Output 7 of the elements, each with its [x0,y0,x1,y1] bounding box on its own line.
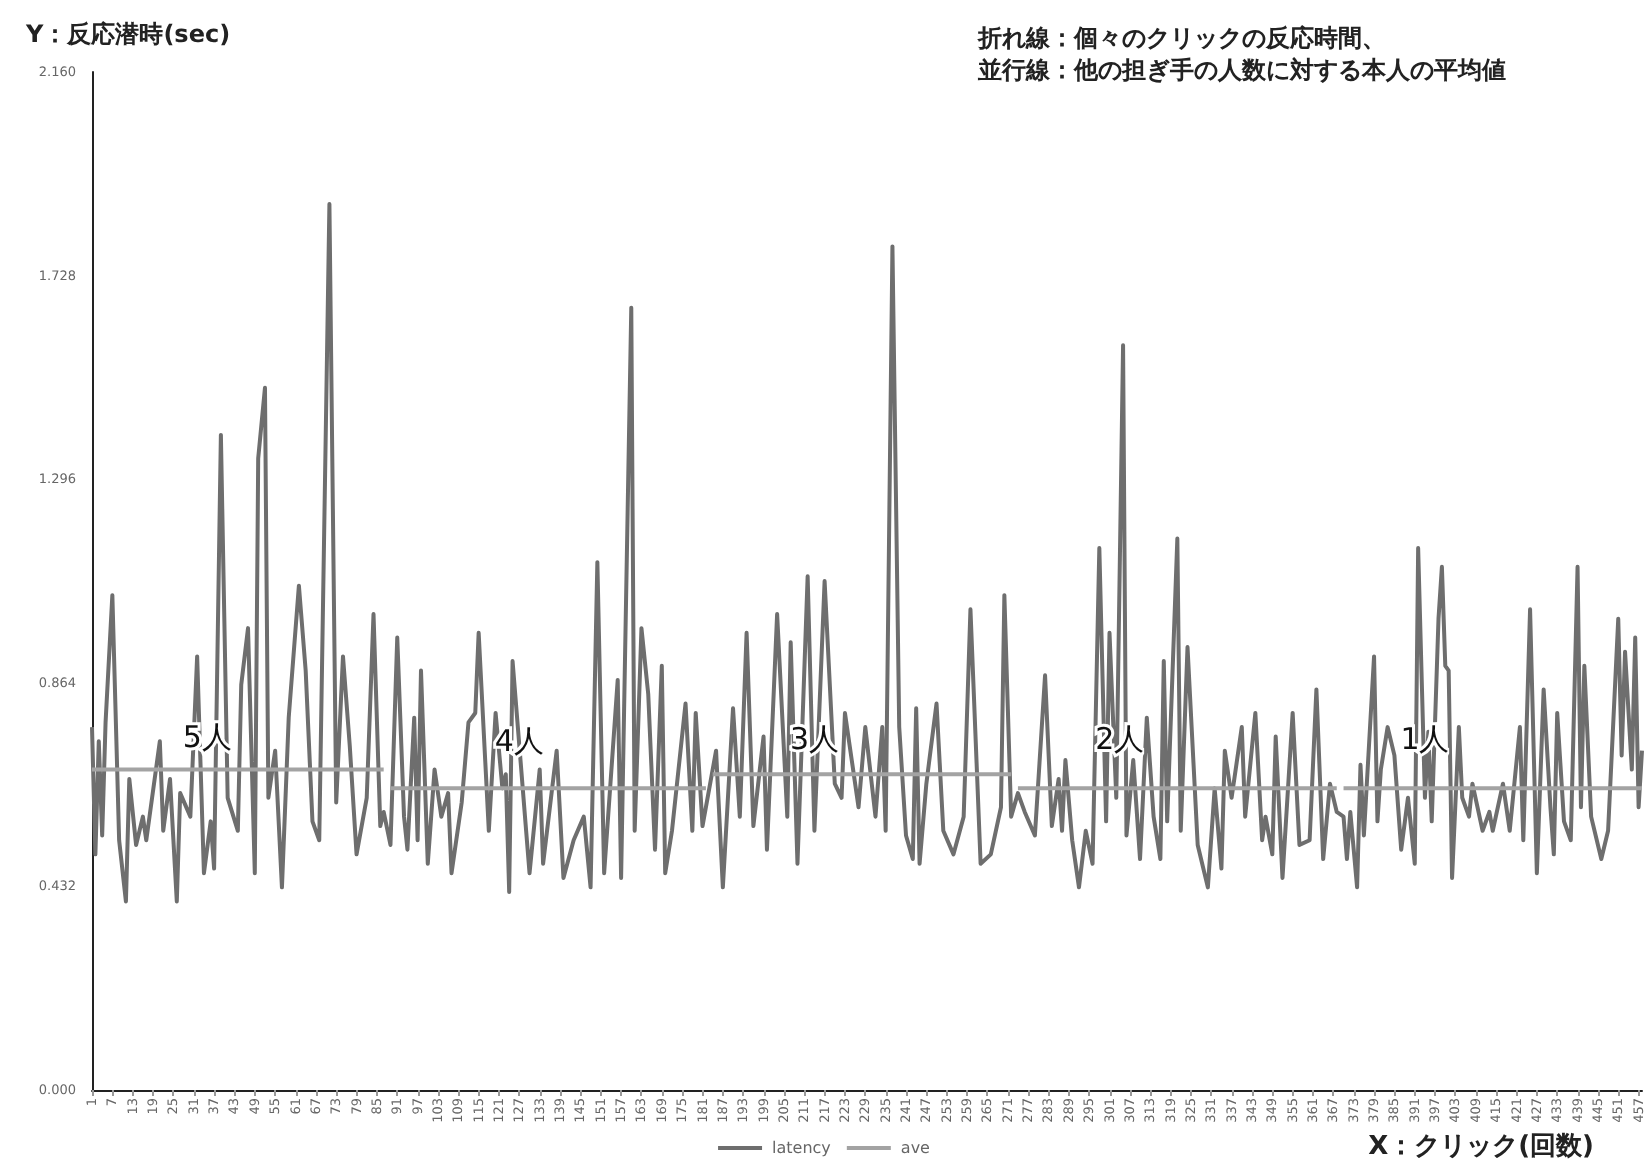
legend-label: ave [900,1139,931,1157]
chart-title: 折れ線：個々のクリックの反応時間、 [976,24,1386,52]
chart-subtitle: 並行線：他の担ぎ手の人数に対する本人の平均値 [976,56,1506,84]
x-axis-title: X：クリック(回数) [1368,1132,1594,1162]
line-series [90,201,1644,904]
legend-label: latency [772,1139,832,1157]
y-axis-title: Y：反応潜時(sec) [24,20,231,48]
